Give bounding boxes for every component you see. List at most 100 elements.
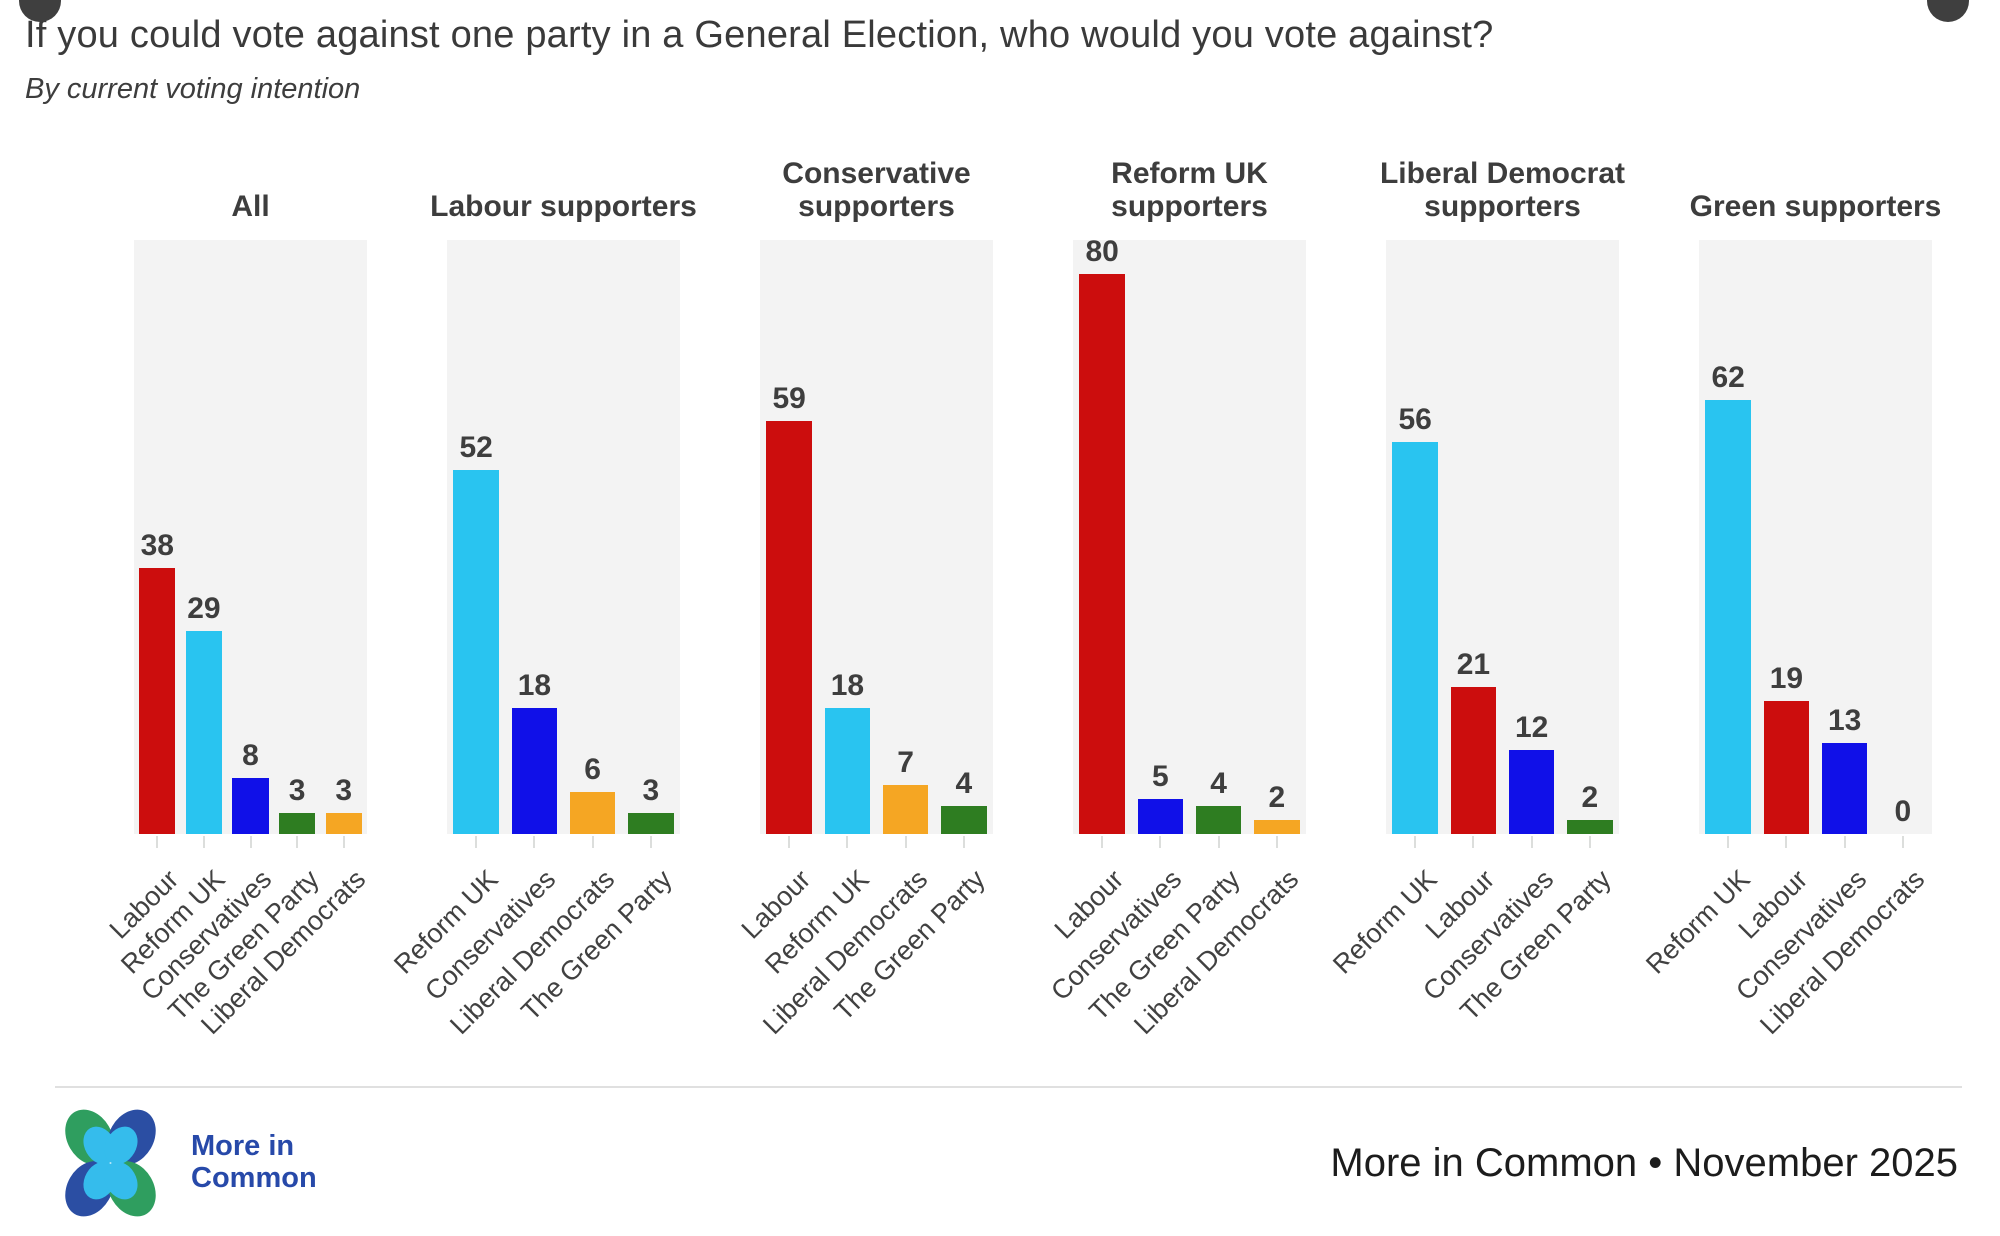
bar-group: 56 xyxy=(1386,240,1444,834)
x-axis-labels: Labour Conservatives The Green Party Libera… xyxy=(1045,850,1306,1056)
x-axis-labels: Labour Reform UK Conservatives The Green Pa… xyxy=(104,850,371,1056)
plot-area: 52 18 6 3 xyxy=(447,240,680,834)
bar-group: 3 xyxy=(622,240,680,834)
bar-labour xyxy=(1450,687,1497,834)
axis-tick xyxy=(1414,836,1417,848)
brand-line-1: More in xyxy=(191,1130,295,1163)
axis-tick xyxy=(202,836,205,848)
chart-panel: Reform UK supporters 80 5 4 2 Labour Conservat… xyxy=(1033,124,1346,1056)
axis-tick xyxy=(904,836,907,848)
x-axis-ticks xyxy=(1073,834,1306,850)
axis-tick xyxy=(475,836,478,848)
bar-value-label: 2 xyxy=(1581,781,1599,814)
bar-value-label: 18 xyxy=(517,669,552,702)
bar-group: 18 xyxy=(818,240,876,834)
bar-labour xyxy=(1079,274,1125,834)
plot-area: 59 18 7 4 xyxy=(760,240,993,834)
panel-title: Green supporters xyxy=(1689,190,1942,224)
axis-tick xyxy=(1101,836,1104,848)
x-axis-ticks xyxy=(1386,834,1619,850)
bar-value-label: 3 xyxy=(335,774,353,807)
bar-value-label: 38 xyxy=(140,529,174,562)
x-axis-labels: Reform UK Conservatives Liberal Democrats T… xyxy=(388,850,680,1056)
bar-libdem xyxy=(325,813,362,834)
bar-group: 2 xyxy=(1248,240,1306,834)
bar-group: 38 xyxy=(134,240,181,834)
chart-panel: Green supporters 62 19 13 0 Reform UK Labour Co… xyxy=(1640,124,1972,1056)
panel-title: Liberal Democrat supporters xyxy=(1379,156,1626,224)
bar-conservative xyxy=(1137,799,1184,834)
axis-tick xyxy=(1785,836,1788,848)
panel-title: Conservative supporters xyxy=(782,156,971,224)
axis-tick xyxy=(533,836,536,848)
bar-group: 3 xyxy=(274,240,321,834)
bar-value-label: 56 xyxy=(1398,403,1432,436)
plot-area: 38 29 8 3 3 xyxy=(134,240,367,834)
bar-conservative xyxy=(1508,750,1555,834)
bar-value-label: 21 xyxy=(1456,648,1491,681)
brand-line-2: Common xyxy=(191,1162,317,1194)
bar-value-label: 62 xyxy=(1711,361,1745,394)
bar-group: 3 xyxy=(320,240,367,834)
chart-panel: All 38 29 8 3 3 Labour Reform UK Conservatives Th… xyxy=(94,124,407,1056)
panel-title: Reform UK supporters xyxy=(1111,156,1268,224)
plot-area: 80 5 4 2 xyxy=(1073,235,1306,834)
axis-tick xyxy=(649,836,652,848)
bar-value-label: 8 xyxy=(242,739,259,772)
bar-labour xyxy=(766,421,812,834)
chart-title: If you could vote against one party in a… xyxy=(25,14,1494,56)
bar-group: 5 xyxy=(1131,240,1189,834)
bar-reform xyxy=(1705,400,1751,834)
bar-value-label: 5 xyxy=(1152,760,1169,793)
more-in-common-logo xyxy=(65,1109,156,1217)
bar-green xyxy=(941,806,987,834)
axis-tick xyxy=(296,836,299,848)
bar-reform xyxy=(1392,442,1438,834)
chart-panel: Liberal Democrat supporters 56 21 12 2 Reform… xyxy=(1327,124,1659,1056)
bar-reform xyxy=(453,470,499,834)
bar-value-label: 3 xyxy=(288,774,306,807)
bar-value-label: 2 xyxy=(1268,781,1286,814)
bar-green xyxy=(1195,806,1242,834)
bar-labour xyxy=(139,568,176,834)
bar-group: 4 xyxy=(935,240,993,834)
bar-group: 8 xyxy=(227,240,274,834)
panel-title: Labour supporters xyxy=(430,190,697,224)
top-left-circle-icon xyxy=(19,0,61,22)
panel-title: All xyxy=(231,190,270,224)
axis-tick xyxy=(1275,836,1278,848)
bar-value-label: 7 xyxy=(897,746,914,779)
bar-group: 21 xyxy=(1444,240,1502,834)
x-axis-ticks xyxy=(134,834,367,850)
bar-value-label: 18 xyxy=(830,669,865,702)
bar-green xyxy=(278,813,316,834)
bar-value-label: 13 xyxy=(1827,704,1862,737)
bar-libdem xyxy=(882,785,929,834)
top-right-circle-icon xyxy=(1927,0,1969,22)
bar-group: 7 xyxy=(877,240,935,834)
bar-conservative xyxy=(232,778,269,834)
axis-tick xyxy=(1901,836,1904,848)
plot-area: 56 21 12 2 xyxy=(1386,240,1619,834)
axis-tick xyxy=(846,836,849,848)
bar-group: 12 xyxy=(1503,240,1561,834)
bar-value-label: 80 xyxy=(1085,235,1119,268)
axis-tick xyxy=(591,836,594,848)
bar-group: 18 xyxy=(505,240,563,834)
axis-tick xyxy=(1472,836,1475,848)
axis-tick xyxy=(1530,836,1533,848)
bar-value-label: 19 xyxy=(1769,662,1804,695)
bar-group: 13 xyxy=(1816,240,1874,834)
chart-subtitle: By current voting intention xyxy=(25,73,361,105)
bar-libdem xyxy=(569,792,616,834)
axis-tick xyxy=(1588,836,1591,848)
bar-group: 52 xyxy=(447,240,505,834)
bar-conservative xyxy=(511,708,558,834)
x-axis-ticks xyxy=(1699,834,1932,850)
bar-group: 4 xyxy=(1190,240,1248,834)
bar-reform xyxy=(824,708,871,834)
bar-group: 19 xyxy=(1757,240,1815,834)
x-axis-labels: Labour Reform UK Liberal Democrats The Gree… xyxy=(736,850,993,1056)
bar-group: 80 xyxy=(1073,235,1131,834)
bar-value-label: 6 xyxy=(584,753,601,786)
